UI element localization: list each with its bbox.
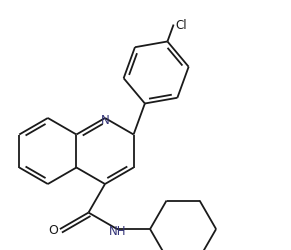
Text: NH: NH (109, 224, 127, 237)
Text: Cl: Cl (175, 19, 187, 32)
Text: O: O (48, 223, 58, 236)
Text: N: N (101, 113, 109, 126)
